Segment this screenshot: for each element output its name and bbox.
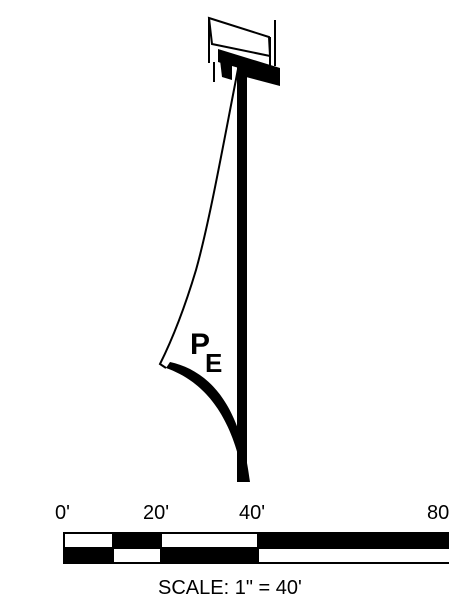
scale-tick-label-80: 80' [427, 502, 449, 524]
scale-bar: 0' 20' 40' 80' SCALE: 1" = 40' [55, 502, 449, 599]
scale-segment-top-2 [113, 534, 161, 548]
scale-tick-label-0: 0' [55, 502, 70, 524]
wall-cap-dark-left [220, 60, 232, 80]
pressure-label-subscript: E [205, 348, 222, 378]
scale-caption: SCALE: 1" = 40' [158, 577, 302, 599]
scale-tick-label-40: 40' [239, 502, 265, 524]
wall-cap-structure [207, 16, 280, 86]
pressure-label-main: P [190, 328, 210, 361]
pressure-base-curve [166, 362, 250, 482]
scale-segment-bottom-1 [65, 548, 113, 562]
scale-segment-top-4 [258, 534, 449, 548]
wall-cap-dark-band [218, 49, 280, 86]
wall-stem [237, 62, 247, 482]
scale-segment-bottom-3 [161, 548, 258, 562]
pressure-envelope-line [158, 63, 240, 369]
scale-tick-label-20: 20' [143, 502, 169, 524]
